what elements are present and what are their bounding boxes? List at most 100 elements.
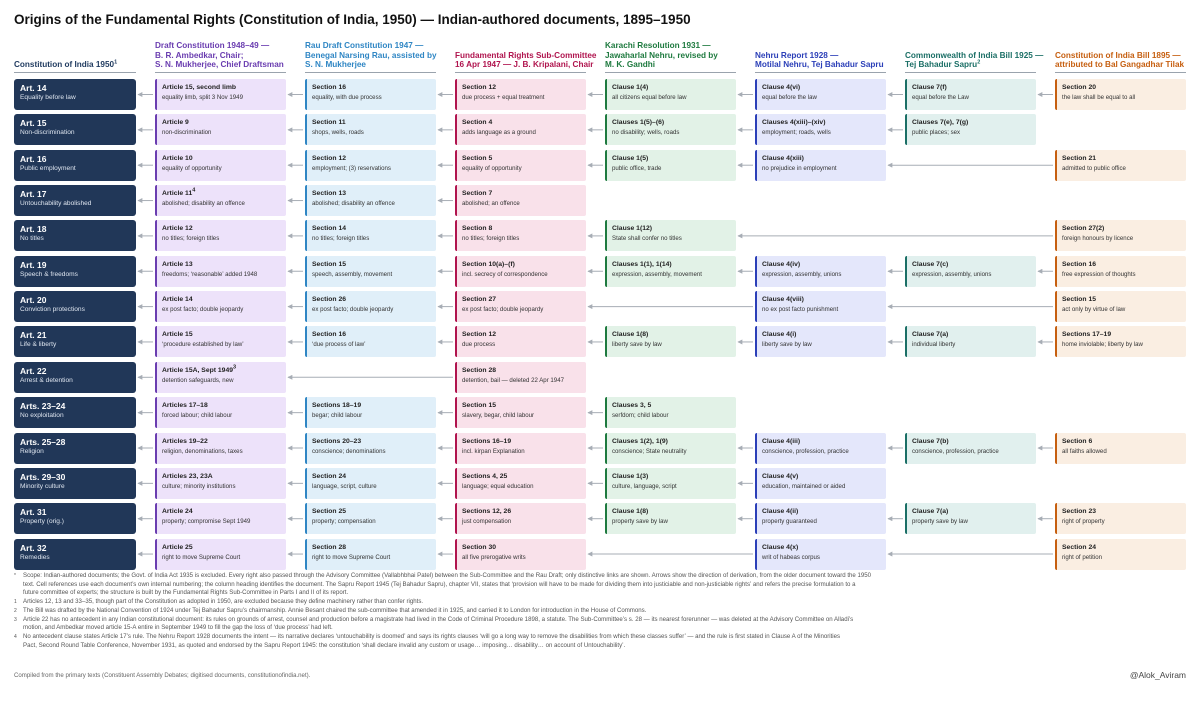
- footnote-marker: 2: [977, 59, 981, 66]
- source-provision-cell: Section 12 due process: [455, 326, 586, 358]
- provision-summary: detention safeguards, new: [162, 376, 234, 384]
- source-provision-cell: Clauses 1(1), 1(14) expression, assembly,…: [605, 255, 736, 287]
- source-provision-cell: Clause 1(8) liberty save by law: [605, 326, 736, 358]
- provision-reference: Clauses 1(1), 1(14): [612, 260, 672, 268]
- provision-summary: all citizens equal before law: [612, 94, 687, 101]
- column-header-rule: [455, 72, 586, 73]
- provision-summary: public office, trade: [612, 164, 662, 172]
- source-provision-cell: Clause 4(iv) expression, assembly, unions: [755, 255, 886, 287]
- provision-summary: the law shall be equal to all: [1062, 94, 1136, 101]
- article-subject: Religion: [20, 447, 44, 455]
- provision-summary: expression, assembly, unions: [762, 270, 842, 278]
- article-number: Art. 15: [20, 118, 47, 129]
- provision-summary: begar; child labour: [312, 412, 363, 420]
- source-provision-cell: Article 13 freedoms; ‘reasonable’ added 1…: [155, 255, 286, 287]
- source-provision-cell: Clause 1(5) public office, trade: [605, 149, 736, 181]
- source-provision-cell: Section 27(2) foreign honours by licence: [1055, 220, 1186, 252]
- source-provision-cell: Clause 7(b) conscience, profession, pract…: [905, 432, 1036, 464]
- column-header-c5: Nehru Report 1928 — Motilal Nehru, Tej Ba…: [755, 51, 884, 70]
- provision-summary: right to move Supreme Court: [312, 553, 391, 561]
- source-provision-cell: Section 6 all faiths allowed: [1055, 432, 1186, 464]
- provision-summary: ex post facto; double jeopardy: [462, 306, 544, 314]
- provision-summary: incl. secrecy of correspondence: [462, 270, 548, 278]
- source-provision-cell: Section 12 employment; (3) reservations: [305, 149, 436, 181]
- provision-reference: Section 28: [462, 366, 496, 374]
- provision-reference: Section 25: [312, 508, 346, 516]
- provision-summary: right of petition: [1062, 553, 1102, 561]
- provision-summary: abolished; an offence: [462, 200, 520, 208]
- source-provision-cell: Articles 23, 23A culture; minority instit…: [155, 467, 286, 499]
- column-header-rule: [14, 72, 136, 73]
- source-provision-cell: Section 15 slavery, begar, child labour: [455, 397, 586, 429]
- footnote-mark: 4: [14, 633, 17, 640]
- provision-reference: Section 8: [462, 225, 493, 233]
- source-provision-cell: Sections 12, 26 just compensation: [455, 503, 586, 535]
- article-subject: Conviction protections: [20, 306, 85, 314]
- source-provision-cell: Section 26 ex post facto; double jeopardy: [305, 291, 436, 323]
- article-subject: Life & liberty: [20, 341, 57, 349]
- footnote: 1 Articles 12, 13 and 33–35, though part …: [14, 598, 1189, 607]
- column-header-rule: [305, 72, 436, 73]
- provision-reference: Clause 4(vi): [762, 84, 801, 91]
- constitution-article: Art. 19 Speech & freedoms: [14, 255, 136, 287]
- provision-summary: home inviolable; liberty by law: [1062, 341, 1143, 349]
- source-provision-cell: Articles 19–22 religion, denominations, t…: [155, 432, 286, 464]
- provision-summary: no titles; foreign titles: [462, 235, 520, 243]
- source-provision-cell: Article 15 ‘procedure established by law’: [155, 326, 286, 358]
- source-provision-cell: Clauses 4(xiii)–(xiv) employment; roads, …: [755, 114, 886, 146]
- footnote-mark: *: [14, 573, 16, 579]
- provision-reference: Sections 17–19: [1062, 331, 1112, 339]
- footnote-mark: 3: [14, 616, 17, 623]
- column-header-line: Jawaharlal Nehru, revised by: [605, 50, 718, 60]
- footnote-line: text. Cell references use each document’…: [23, 580, 856, 588]
- provision-reference: Clause 1(5): [612, 154, 649, 162]
- source-provision-cell: Section 20 the law shall be equal to all: [1055, 79, 1186, 110]
- constitution-article: Art. 15 Non-discrimination: [14, 114, 136, 146]
- footnote-line: No antecedent clause states Article 17’s…: [23, 632, 841, 640]
- provision-reference: Section 12: [312, 154, 346, 162]
- provision-summary: all five prerogative writs: [462, 553, 526, 561]
- provision-summary: equal before the law: [762, 94, 817, 101]
- provision-summary: due process: [462, 341, 496, 349]
- article-number: Arts. 25–28: [20, 436, 66, 447]
- footnote-text: No antecedent clause states Article 17’s…: [23, 633, 1189, 650]
- footnote-line: Articles 12, 13 and 33–35, though part o…: [23, 598, 424, 606]
- provision-reference: Section 5: [462, 154, 493, 162]
- column-header-c1: Draft Constitution 1948–49 — B. R. Ambedk…: [155, 41, 284, 70]
- provision-summary: detention, bail — deleted 22 Apr 1947: [462, 376, 564, 384]
- provision-summary: conscience, profession, practice: [912, 447, 999, 455]
- column-header-c6: Commonwealth of India Bill 1925 — Tej Bah…: [905, 51, 1043, 70]
- article-subject: Equality before law: [20, 94, 76, 101]
- source-provision-cell: Section 7 abolished; an offence: [455, 185, 586, 217]
- article-number: Art. 16: [20, 153, 47, 164]
- provision-reference: Articles 17–18: [162, 402, 208, 410]
- provision-summary: State shall confer no titles: [612, 235, 682, 243]
- author-handle: @Alok_Aviram: [1129, 670, 1186, 680]
- column-header-line: attributed to Bal Gangadhar Tilak: [1055, 60, 1185, 70]
- provision-summary: no prejudice in employment: [762, 164, 837, 172]
- source-provision-cell: Section 8 no titles; foreign titles: [455, 220, 586, 252]
- provision-reference: Clause 4(viii): [762, 296, 804, 304]
- provision-summary: equality of opportunity: [462, 164, 522, 172]
- source-provision-cell: Article 10 equality of opportunity: [155, 149, 286, 181]
- provision-reference: Section 28: [312, 543, 346, 551]
- provision-reference: Articles 19–22: [162, 437, 208, 445]
- column-header-line: M. K. Gandhi: [605, 60, 656, 70]
- provision-reference: Section 10(a)–(f): [462, 260, 515, 268]
- provision-reference: Section 4: [462, 119, 493, 127]
- article-number: Art. 20: [20, 295, 47, 306]
- footnote: 3 Article 22 has no antecedent in any Ind…: [14, 616, 1189, 633]
- source-provision-cell: Clause 4(x) writ of habeas corpus: [755, 538, 886, 570]
- provision-reference: Sections 4, 25: [462, 472, 508, 480]
- footnote-marker: 4: [192, 187, 196, 194]
- constitution-article: Art. 31 Property (orig.): [14, 503, 136, 535]
- footnote-mark: 2: [14, 607, 17, 614]
- provision-summary: property; compromise Sept 1949: [162, 518, 251, 526]
- column-header-c0: Constitution of India 19501: [14, 60, 117, 70]
- provision-summary: shops, wells, roads: [312, 129, 364, 137]
- provision-summary: expression, assembly, movement: [612, 270, 702, 278]
- provision-summary: writ of habeas corpus: [762, 553, 820, 561]
- source-provision-cell: Section 16 equality, with due process: [305, 79, 436, 110]
- source-provision-cell: Clause 4(i) liberty save by law: [755, 326, 886, 358]
- provision-reference: Section 6: [1062, 437, 1093, 445]
